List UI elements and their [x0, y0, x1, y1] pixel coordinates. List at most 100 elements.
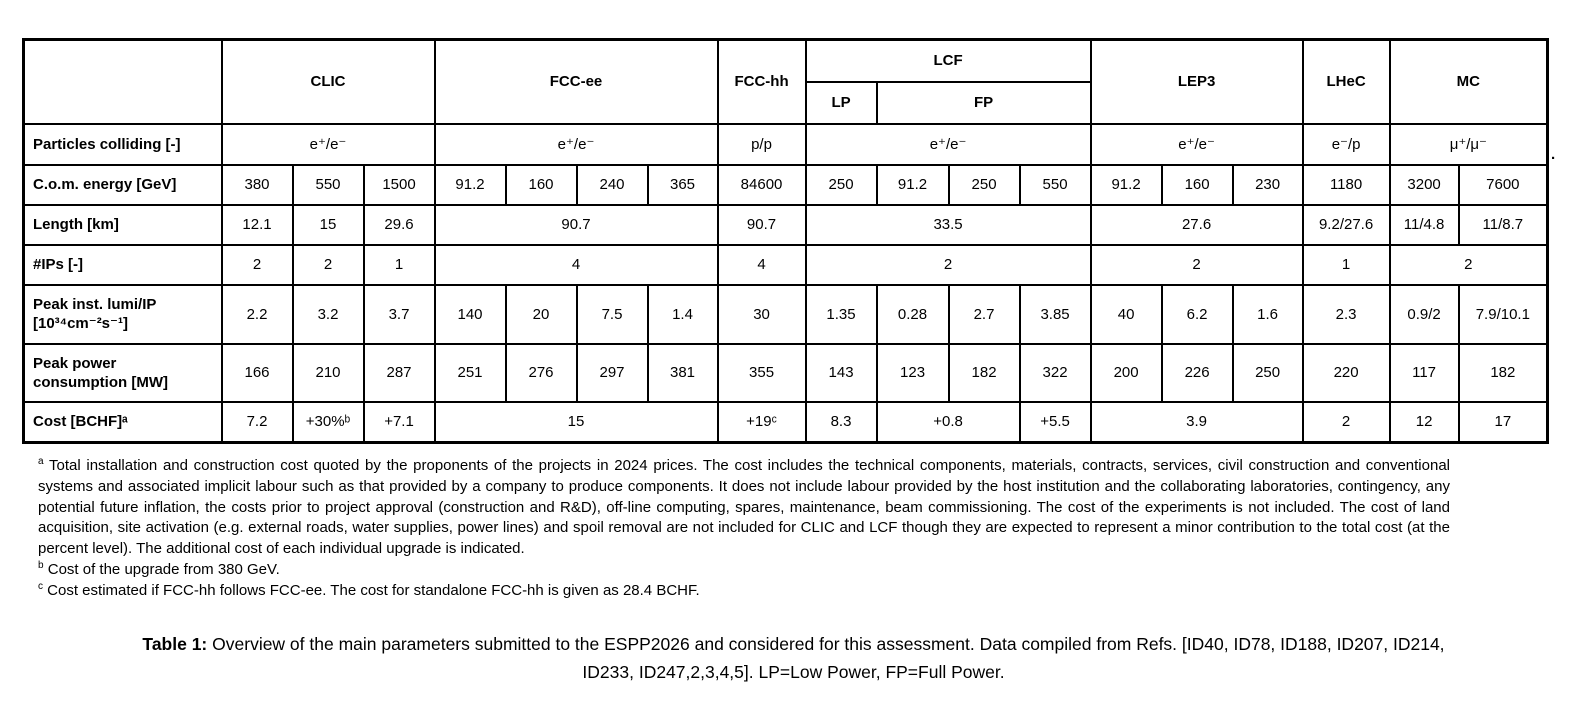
table-cell: 3.7	[362, 283, 436, 345]
table-cell: e⁻/p	[1301, 122, 1391, 166]
row-label-energy: C.o.m. energy [GeV]	[22, 163, 223, 206]
table-cell: 220	[1301, 342, 1391, 403]
table-cell: 30	[716, 283, 807, 345]
table-cell: 2	[1388, 243, 1549, 286]
table-caption: Table 1: Overview of the main parameters…	[0, 630, 1587, 686]
table-cell: 355	[716, 342, 807, 403]
footnote-a-marker: a	[38, 456, 44, 467]
table-cell: 27.6	[1089, 203, 1304, 246]
table-cell: +19ᶜ	[716, 400, 807, 444]
table-cell: 91.2	[433, 163, 507, 206]
table-cell: 160	[1160, 163, 1234, 206]
table-cell: 7.5	[575, 283, 649, 345]
table-cell: +0.8	[875, 400, 1021, 444]
footnote-b-text: Cost of the upgrade from 380 GeV.	[47, 560, 280, 578]
row-label-power-line2: consumption [MW]	[33, 373, 168, 391]
table-cell: μ⁺/μ⁻	[1388, 122, 1549, 166]
table-cell: 365	[646, 163, 719, 206]
col-header-lcf-lp: LP	[804, 80, 878, 125]
table-cell: 2	[1301, 400, 1391, 444]
row-label-particles: Particles colliding [-]	[22, 122, 223, 166]
caption-text: Table 1: Overview of the main parameters…	[126, 630, 1461, 686]
table-cell: p/p	[716, 122, 807, 166]
table-cell: 90.7	[433, 203, 719, 246]
footnote-c: c Cost estimated if FCC-hh follows FCC-e…	[38, 581, 1450, 602]
table-cell: 7600	[1457, 163, 1549, 206]
table-cell: +5.5	[1018, 400, 1092, 444]
table-cell: 160	[504, 163, 578, 206]
table-cell: 91.2	[1089, 163, 1163, 206]
table-cell: e⁺/e⁻	[1089, 122, 1304, 166]
col-header-lcf-fp: FP	[875, 80, 1092, 125]
table-cell: +30%ᵇ	[291, 400, 365, 444]
table-cell: 550	[1018, 163, 1092, 206]
table-cell: 3200	[1388, 163, 1460, 206]
col-header-mc: MC	[1388, 38, 1549, 125]
table-cell: 140	[433, 283, 507, 345]
table-cell: 380	[220, 163, 294, 206]
table-cell: 1.4	[646, 283, 719, 345]
row-label-length: Length [km]	[22, 203, 223, 246]
table-cell: 2.3	[1301, 283, 1391, 345]
table-cell: 3.9	[1089, 400, 1304, 444]
table-cell: 182	[1457, 342, 1549, 403]
col-header-lhec: LHeC	[1301, 38, 1391, 125]
footnote-c-marker: c	[38, 580, 43, 592]
table-cell: 11/8.7	[1457, 203, 1549, 246]
table-cell: 297	[575, 342, 649, 403]
table-cell: 1.6	[1231, 283, 1304, 345]
table-cell: 12.1	[220, 203, 294, 246]
table-cell: 17	[1457, 400, 1549, 444]
table-cell: 210	[291, 342, 365, 403]
table-cell: 2.7	[947, 283, 1021, 345]
table-cell: 0.28	[875, 283, 950, 345]
table-cell: 251	[433, 342, 507, 403]
table-cell: 250	[947, 163, 1021, 206]
table-cell: 33.5	[804, 203, 1092, 246]
table-cell: 166	[220, 342, 294, 403]
table-cell: 3.85	[1018, 283, 1092, 345]
table-cell: 3.2	[291, 283, 365, 345]
table-cell: 322	[1018, 342, 1092, 403]
table-cell: 381	[646, 342, 719, 403]
stray-dot: .	[1551, 146, 1556, 163]
row-label-ips: #IPs [-]	[22, 243, 223, 286]
table-cell: 276	[504, 342, 578, 403]
table-cell: 1180	[1301, 163, 1391, 206]
table-cell: 40	[1089, 283, 1163, 345]
table-cell: 9.2/27.6	[1301, 203, 1391, 246]
table-cell: 1500	[362, 163, 436, 206]
col-header-clic: CLIC	[220, 38, 436, 125]
col-header-fcc-hh: FCC-hh	[716, 38, 807, 125]
table-cell: 15	[291, 203, 365, 246]
table-cell: e⁺/e⁻	[804, 122, 1092, 166]
table-cell: 7.9/10.1	[1457, 283, 1549, 345]
col-header-lep3: LEP3	[1089, 38, 1304, 125]
table-cell: 20	[504, 283, 578, 345]
table-cell: 7.2	[220, 400, 294, 444]
caption-label: Table 1:	[142, 634, 208, 654]
footnotes: a Total installation and construction co…	[38, 456, 1450, 602]
table-cell: 12	[1388, 400, 1460, 444]
table-cell: 182	[947, 342, 1021, 403]
table-cell: 1	[362, 243, 436, 286]
row-label-power-line1: Peak power	[33, 354, 117, 372]
row-label-power: Peak power consumption [MW]	[22, 342, 223, 403]
table-cell: 84600	[716, 163, 807, 206]
row-label-lumi-line2: [10³⁴cm⁻²s⁻¹]	[33, 315, 128, 332]
table-cell: 4	[716, 243, 807, 286]
table-cell: 2	[1089, 243, 1304, 286]
table-cell: 2	[291, 243, 365, 286]
col-header-lcf: LCF	[804, 38, 1092, 83]
table-cell: 230	[1231, 163, 1304, 206]
table-cell: 143	[804, 342, 878, 403]
table-cell: +7.1	[362, 400, 436, 444]
table-cell: 4	[433, 243, 719, 286]
row-label-lumi: Peak inst. lumi/IP [10³⁴cm⁻²s⁻¹]	[22, 283, 223, 345]
table-cell: 6.2	[1160, 283, 1234, 345]
table-cell: 1	[1301, 243, 1391, 286]
footnote-b: b Cost of the upgrade from 380 GeV.	[38, 560, 1450, 581]
table-cell: 91.2	[875, 163, 950, 206]
parameters-table: CLIC FCC-ee FCC-hh LCF LEP3 LHeC MC LP F…	[22, 38, 1550, 444]
table-cell: 200	[1089, 342, 1163, 403]
